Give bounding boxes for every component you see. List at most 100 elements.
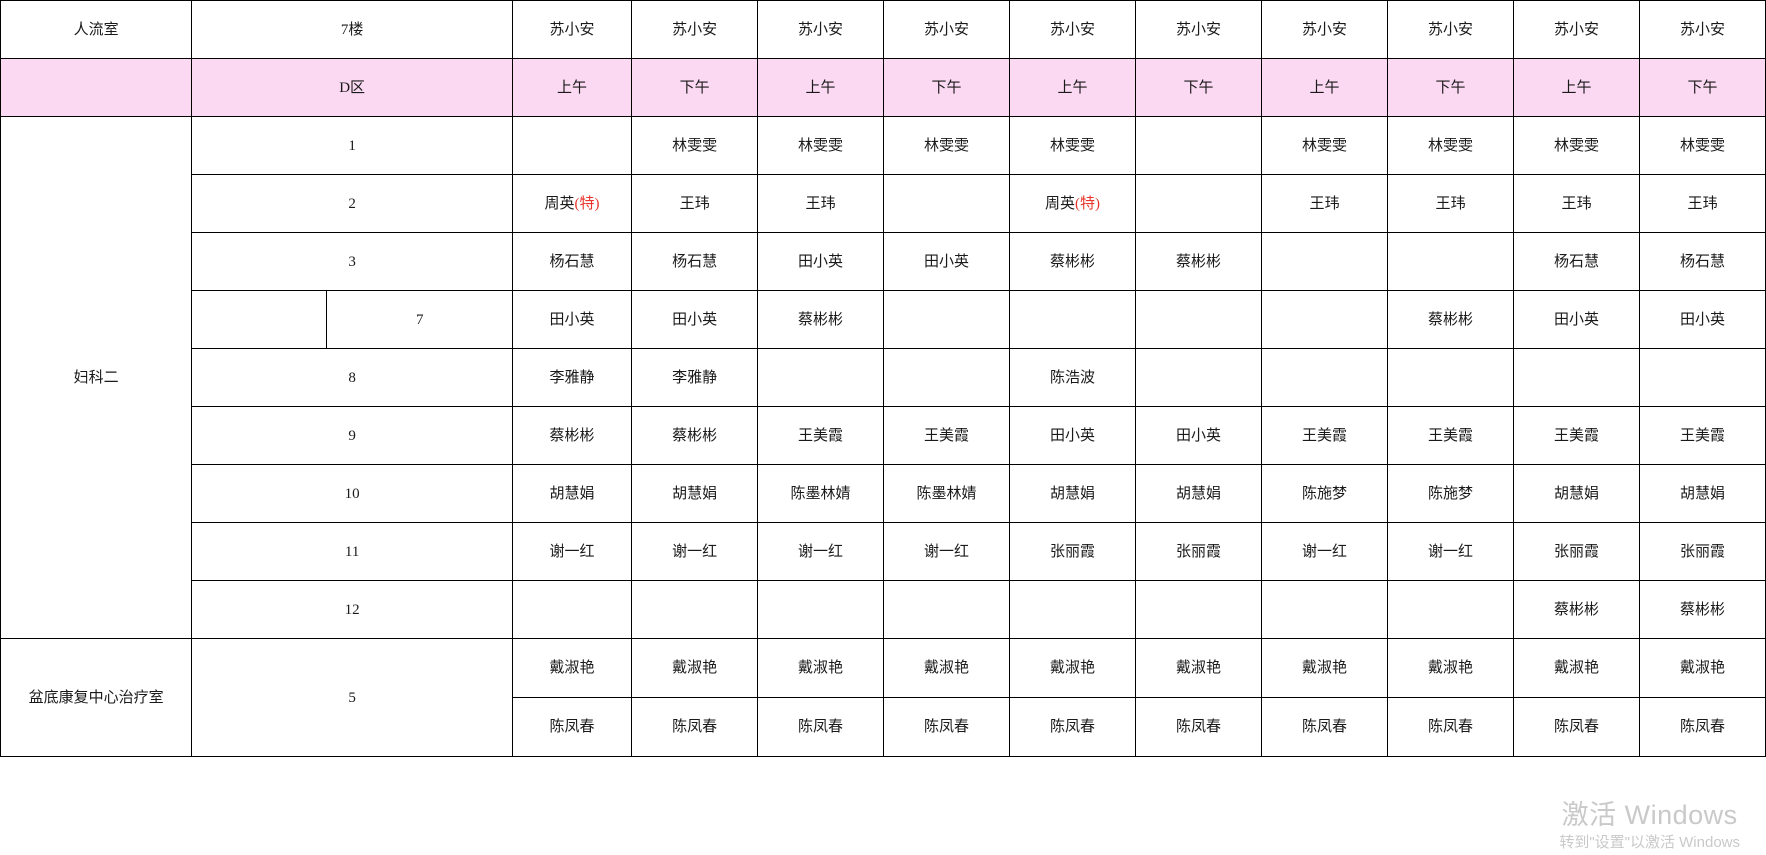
cell-r2-c5: 周英(特) <box>1009 174 1137 233</box>
room-split-blank <box>191 290 328 349</box>
cell-r5-s2-c10: 陈凤春 <box>1638 697 1766 757</box>
cell-r3-c2: 杨石慧 <box>631 232 759 291</box>
cell-r1-c10: 林雯雯 <box>1638 116 1766 175</box>
cell-r3-c3: 田小英 <box>757 232 885 291</box>
cell-r5-s1-c1: 戴淑艳 <box>511 638 633 698</box>
room-number-3: 3 <box>191 232 513 291</box>
shift-zone: D区 <box>191 58 513 117</box>
duty-schedule-table: 人流室 7楼 苏小安 苏小安 苏小安 苏小安 苏小安 苏小安 苏小安 苏小安 苏小安 苏小安 D区 上午下… <box>0 0 1766 757</box>
schedule-row: 2 周英(特) 王玮 王玮 周英(特) 王玮 王玮 王玮 王玮 <box>1 174 1766 233</box>
header-doctor-1: 苏小安 <box>511 0 633 59</box>
schedule-row: 妇科二 1 林雯雯 林雯雯 林雯雯 林雯雯 林雯雯 林雯雯 林雯雯 林雯雯 <box>0 116 1766 639</box>
header-doctor-3: 苏小安 <box>757 0 885 59</box>
cell-r2-c10: 王玮 <box>1638 174 1766 233</box>
header-floor: 7楼 <box>191 0 513 59</box>
cell-r11-c2: 谢一红 <box>631 522 759 581</box>
cell-r1-c6 <box>1135 116 1262 175</box>
cell-r5-s1-c7: 戴淑艳 <box>1261 638 1388 698</box>
cell-r5-s2-c7: 陈凤春 <box>1261 697 1388 757</box>
department-cell-2: 盆底康复中心治疗室 <box>0 638 193 757</box>
schedule-row: 盆底康复中心治疗室 5 戴淑艳 戴淑艳 戴淑艳 戴淑艳 戴淑艳 戴淑艳 戴淑艳 戴淑艳 戴淑艳 戴淑艳 <box>0 638 1766 757</box>
cell-r2-c8: 王玮 <box>1386 174 1514 233</box>
cell-r3-c6: 蔡彬彬 <box>1135 232 1262 291</box>
cell-r8-c2: 李雅静 <box>631 348 759 407</box>
shift-label-7: 上午 <box>1261 58 1388 117</box>
cell-r1-c9: 林雯雯 <box>1512 116 1640 175</box>
cell-r8-c5: 陈浩波 <box>1009 348 1137 407</box>
cell-r9-c3: 王美霞 <box>757 406 885 465</box>
cell-r7-c9: 田小英 <box>1512 290 1640 349</box>
cell-r2-c9: 王玮 <box>1512 174 1640 233</box>
cell-r10-c10: 胡慧娟 <box>1638 464 1766 523</box>
cell-r11-c3: 谢一红 <box>757 522 885 581</box>
cell-r7-c10: 田小英 <box>1638 290 1766 349</box>
room-number-7: 7 <box>326 290 513 349</box>
room-number-11: 11 <box>191 522 513 581</box>
room-number-10: 10 <box>191 464 513 523</box>
cell-r12-c7 <box>1261 580 1388 639</box>
cell-r11-c8: 谢一红 <box>1386 522 1514 581</box>
cell-r3-c5: 蔡彬彬 <box>1009 232 1137 291</box>
cell-r5-s1-c10: 戴淑艳 <box>1638 638 1766 698</box>
cell-r3-c4: 田小英 <box>883 232 1011 291</box>
cell-r7-c6 <box>1135 290 1262 349</box>
room-number-1: 1 <box>191 116 513 175</box>
watermark-title: 激活 Windows <box>1561 799 1738 830</box>
shift-label-9: 上午 <box>1512 58 1640 117</box>
cell-r5-s2-c8: 陈凤春 <box>1386 697 1514 757</box>
cell-r5-s1-c2: 戴淑艳 <box>631 638 759 698</box>
shift-label-6: 下午 <box>1135 58 1262 117</box>
schedule-row: 10 胡慧娟 胡慧娟 陈墨林婧 陈墨林婧 胡慧娟 胡慧娟 陈施梦 陈施梦 胡慧娟 胡慧娟 <box>1 464 1766 523</box>
cell-r8-c3 <box>757 348 885 407</box>
cell-r5-s2-c1: 陈凤春 <box>511 697 633 757</box>
schedule-row: 9 蔡彬彬 蔡彬彬 王美霞 王美霞 田小英 田小英 王美霞 王美霞 王美霞 王美霞 <box>1 406 1766 465</box>
cell-r5-s2-c4: 陈凤春 <box>883 697 1011 757</box>
cell-r12-c8 <box>1386 580 1514 639</box>
cell-r11-c10: 张丽霞 <box>1638 522 1766 581</box>
cell-r8-c9 <box>1512 348 1640 407</box>
schedule-row: 12 蔡彬彬 蔡彬彬 <box>1 580 1766 639</box>
cell-r10-c4: 陈墨林婧 <box>883 464 1011 523</box>
cell-r1-c1 <box>511 116 633 175</box>
shift-header-row: D区 上午 下午 上午 下午 上午 下午 上午 下午 上午 下午 <box>0 58 1766 117</box>
cell-r2-c2: 王玮 <box>631 174 759 233</box>
room-number-2: 2 <box>191 174 513 233</box>
cell-r11-c1: 谢一红 <box>511 522 633 581</box>
header-doctor-10: 苏小安 <box>1638 0 1766 59</box>
cell-r5-s2-c6: 陈凤春 <box>1135 697 1262 757</box>
header-doctor-5: 苏小安 <box>1009 0 1137 59</box>
cell-r8-c7 <box>1261 348 1388 407</box>
cell-r7-c3: 蔡彬彬 <box>757 290 885 349</box>
cell-r5-s1-c5: 戴淑艳 <box>1009 638 1137 698</box>
cell-r5-s1-c6: 戴淑艳 <box>1135 638 1262 698</box>
shift-label-10: 下午 <box>1638 58 1766 117</box>
watermark-subtitle: 转到"设置"以激活 Windows <box>1559 834 1740 852</box>
schedule-row: 8 李雅静 李雅静 陈浩波 <box>1 348 1766 407</box>
room-number-12: 12 <box>191 580 513 639</box>
shift-label-3: 上午 <box>757 58 885 117</box>
cell-r5-s1-c3: 戴淑艳 <box>757 638 885 698</box>
cell-r9-c4: 王美霞 <box>883 406 1011 465</box>
cell-r5-s1-c9: 戴淑艳 <box>1512 638 1640 698</box>
room-number-5: 5 <box>191 638 513 757</box>
cell-r1-c2: 林雯雯 <box>631 116 759 175</box>
cell-r3-c1: 杨石慧 <box>511 232 633 291</box>
header-doctor-9: 苏小安 <box>1512 0 1640 59</box>
cell-r8-c4 <box>883 348 1011 407</box>
cell-r1-c8: 林雯雯 <box>1386 116 1514 175</box>
cell-r3-c7 <box>1261 232 1388 291</box>
cell-r10-c8: 陈施梦 <box>1386 464 1514 523</box>
header-department: 人流室 <box>0 0 193 59</box>
shift-label-1: 上午 <box>511 58 633 117</box>
cell-r12-c6 <box>1135 580 1262 639</box>
cell-r12-c1 <box>511 580 633 639</box>
cell-r11-c9: 张丽霞 <box>1512 522 1640 581</box>
cell-r5-s2-c9: 陈凤春 <box>1512 697 1640 757</box>
cell-r2-c4 <box>883 174 1011 233</box>
cell-r12-c3 <box>757 580 885 639</box>
schedule-row: 11 谢一红 谢一红 谢一红 谢一红 张丽霞 张丽霞 谢一红 谢一红 张丽霞 张丽霞 <box>1 522 1766 581</box>
cell-r11-c4: 谢一红 <box>883 522 1011 581</box>
cell-r11-c7: 谢一红 <box>1261 522 1388 581</box>
cell-r5-s2-c3: 陈凤春 <box>757 697 885 757</box>
header-doctor-2: 苏小安 <box>631 0 759 59</box>
